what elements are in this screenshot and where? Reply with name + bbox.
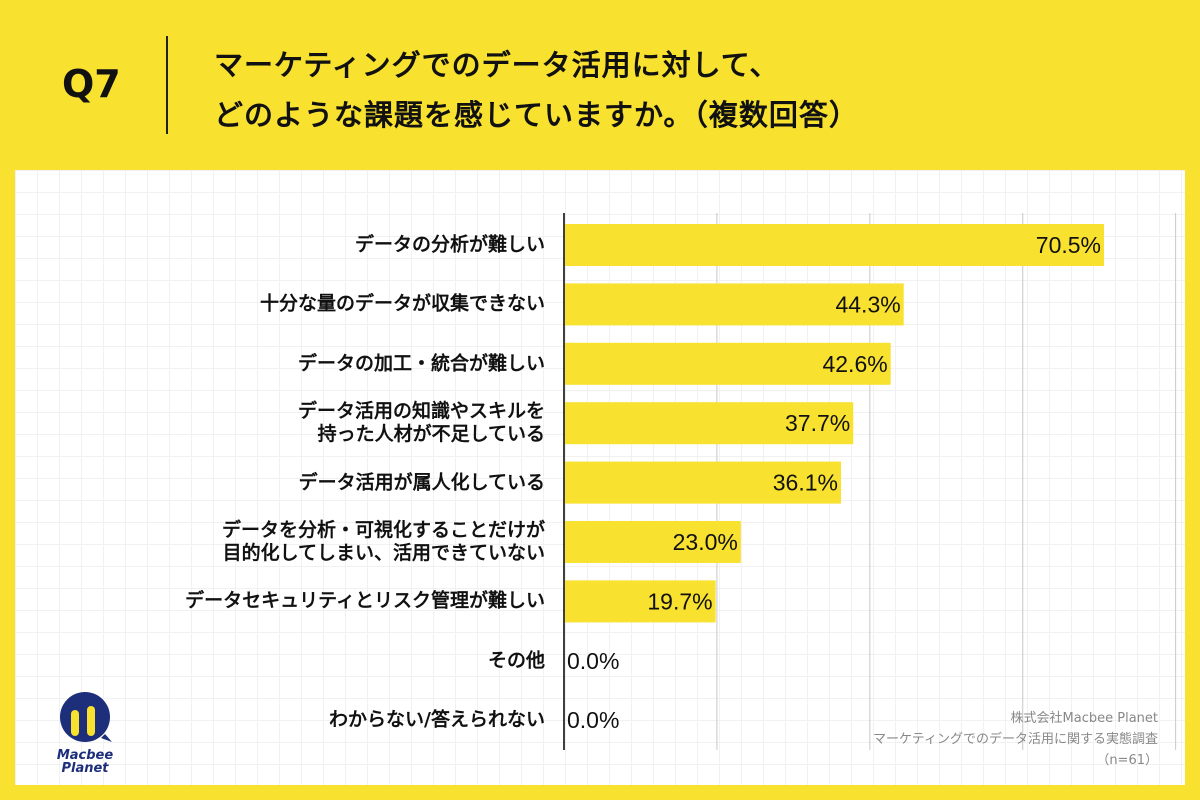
data-label: 36.1% <box>773 470 838 496</box>
credit-company: 株式会社Macbee Planet <box>1010 711 1158 726</box>
bar <box>565 461 841 504</box>
data-label: 70.5% <box>1036 232 1101 258</box>
category-label: データの分析が難しい <box>354 233 545 256</box>
header-divider <box>166 36 168 134</box>
data-label: 19.7% <box>647 588 712 614</box>
category-label: データを分析・可視化することだけが 目的化してしまい、活用できていない <box>221 519 545 564</box>
category-label: 十分な量のデータが収集できない <box>259 292 545 315</box>
credit-sample: （n=61） <box>1096 753 1158 768</box>
page-title: マーケティングでのデータ活用に対して、 どのような課題を感じていますか。（複数回… <box>214 48 859 132</box>
bar <box>565 283 904 326</box>
bar <box>565 521 741 563</box>
category-label: データの加工・統合が難しい <box>297 352 545 375</box>
credit: 株式会社Macbee Planet マーケティングでのデータ活用に関する実態調査… <box>873 708 1158 771</box>
credit-survey: マーケティングでのデータ活用に関する実態調査 <box>873 732 1158 747</box>
bar <box>565 580 716 623</box>
data-label: 42.6% <box>822 351 887 377</box>
data-label: 37.7% <box>785 410 850 436</box>
category-label: データ活用が属人化している <box>298 471 545 494</box>
logo-text: Macbee Planet <box>56 748 114 776</box>
category-label: データセキュリティとリスク管理が難しい <box>185 589 545 612</box>
bar <box>565 402 854 445</box>
data-label: 0.0% <box>567 648 619 674</box>
bar <box>565 224 1104 266</box>
question-number: Q7 <box>62 62 121 106</box>
logo-mark-icon <box>60 692 112 742</box>
category-label: データ活用の知識やスキルを 持った人材が不足している <box>297 400 545 446</box>
data-label: 0.0% <box>567 707 619 733</box>
bar <box>565 342 891 385</box>
category-label: わからない/答えられない <box>329 708 545 731</box>
data-label: 44.3% <box>835 291 900 317</box>
macbee-planet-logo: Macbee Planet <box>50 690 120 775</box>
data-label: 23.0% <box>673 529 738 555</box>
category-label: その他 <box>487 649 545 672</box>
